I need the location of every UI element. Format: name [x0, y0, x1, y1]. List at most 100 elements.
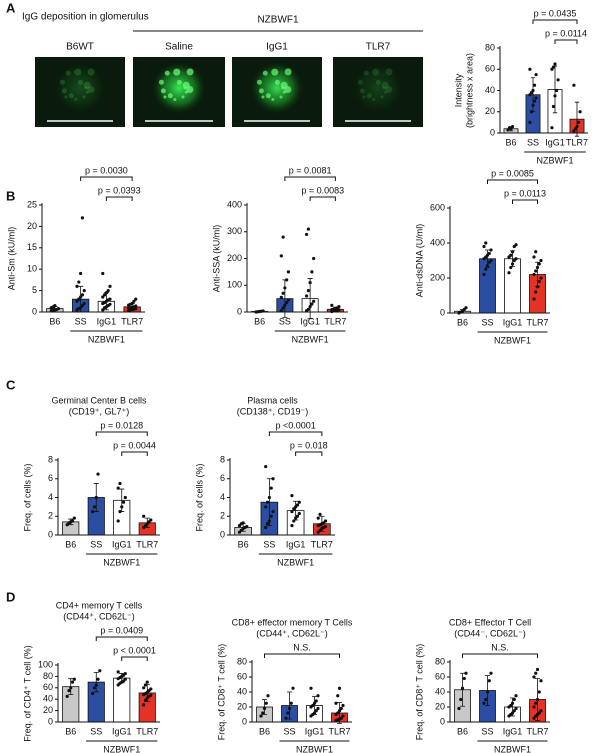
data-point [108, 302, 112, 306]
data-point [123, 671, 127, 676]
data-point [312, 701, 317, 705]
data-point [484, 241, 488, 245]
y-tick-label: 0 [490, 127, 495, 137]
deposit [279, 95, 283, 99]
y-tick-label: 60 [485, 64, 495, 74]
deposit [87, 68, 95, 76]
data-point [101, 295, 105, 299]
data-point [484, 267, 488, 271]
data-point [539, 258, 543, 263]
data-point [265, 522, 270, 526]
data-point [149, 687, 153, 691]
data-point [308, 280, 312, 285]
x-tick-label: TLR7 [311, 539, 333, 549]
chart-title: (CD19⁺, GL7⁺) [69, 406, 130, 416]
image-label: IgG1 [266, 42, 288, 53]
data-point [143, 683, 148, 687]
data-point [310, 270, 314, 274]
significance-bracket [268, 431, 323, 436]
group-label: NZBWF1 [494, 335, 531, 345]
y-tick-label: 400 [227, 199, 242, 209]
deposit [68, 93, 74, 99]
deposit [274, 79, 280, 85]
x-tick-label: SS [263, 539, 275, 549]
significance-bracket [532, 19, 578, 24]
deposit [359, 88, 365, 94]
deposit [186, 85, 194, 93]
image-label: B6WT [66, 42, 94, 53]
data-point [534, 269, 538, 273]
image-label: Saline [165, 42, 193, 53]
data-point [116, 519, 120, 523]
significance-bracket [121, 451, 148, 456]
data-point [312, 299, 316, 303]
data-point [269, 514, 273, 518]
deposit [186, 68, 194, 76]
data-point [101, 308, 105, 312]
data-point [116, 486, 120, 490]
data-point [70, 680, 75, 684]
data-point [142, 686, 146, 690]
data-point [295, 503, 300, 507]
data-point [528, 120, 532, 124]
deposit [83, 81, 91, 89]
data-point [82, 301, 86, 306]
deposit [380, 95, 384, 99]
chart-title: CD4+ memory T cells [56, 600, 143, 610]
data-point [459, 697, 463, 702]
data-point [145, 680, 149, 684]
data-point [534, 250, 538, 254]
data-point [286, 298, 291, 302]
data-point [482, 244, 486, 249]
data-point [101, 271, 105, 276]
data-point [290, 494, 294, 498]
y-axis-label: Freq. of CD4⁺ T cell (%) [22, 645, 32, 741]
data-point [464, 671, 468, 675]
x-tick-label: IgG1 [300, 316, 320, 326]
data-point [537, 690, 541, 694]
y-tick-label: 8 [220, 454, 225, 464]
deposit [82, 95, 86, 99]
data-point [535, 697, 540, 702]
data-point [75, 284, 79, 288]
y-tick-label: 0 [440, 307, 445, 317]
deposit [59, 79, 65, 85]
x-tick-label: TLR7 [526, 317, 548, 327]
bar [113, 677, 131, 723]
image-label: TLR7 [366, 42, 391, 53]
y-tick-label: 0 [242, 716, 247, 726]
y-tick-label: 0 [440, 716, 445, 726]
y-tick-label: 4 [48, 492, 53, 502]
y-tick-label: 100 [38, 659, 53, 669]
data-point [56, 306, 61, 311]
data-point [262, 706, 267, 711]
x-tick-label: SS [90, 726, 102, 736]
deposit [381, 81, 389, 89]
data-point [121, 500, 126, 504]
p-value: p = 0.0114 [545, 28, 587, 38]
deposit [173, 98, 177, 102]
significance-bracket [554, 39, 578, 44]
x-tick-label: SS [75, 316, 87, 326]
deposit [164, 70, 170, 76]
data-point [264, 701, 268, 705]
data-point [330, 303, 334, 307]
x-tick-label: B6 [259, 726, 270, 736]
p-value: p = 0.0044 [113, 440, 156, 450]
data-point [285, 278, 289, 282]
data-point [460, 686, 465, 690]
data-point [551, 104, 556, 109]
data-point [297, 500, 301, 504]
chart-title: (CD44⁻, CD62L⁻) [454, 628, 526, 638]
data-point [106, 289, 110, 293]
data-point [572, 83, 576, 87]
data-point [279, 254, 283, 258]
image-title: IgG deposition in glomerulus [22, 12, 149, 23]
data-point [94, 683, 98, 687]
deposit [271, 68, 279, 76]
data-point [487, 679, 491, 683]
data-point [512, 709, 516, 713]
deposit [383, 90, 387, 94]
data-point [534, 96, 538, 100]
panel-letter: B [6, 188, 15, 203]
